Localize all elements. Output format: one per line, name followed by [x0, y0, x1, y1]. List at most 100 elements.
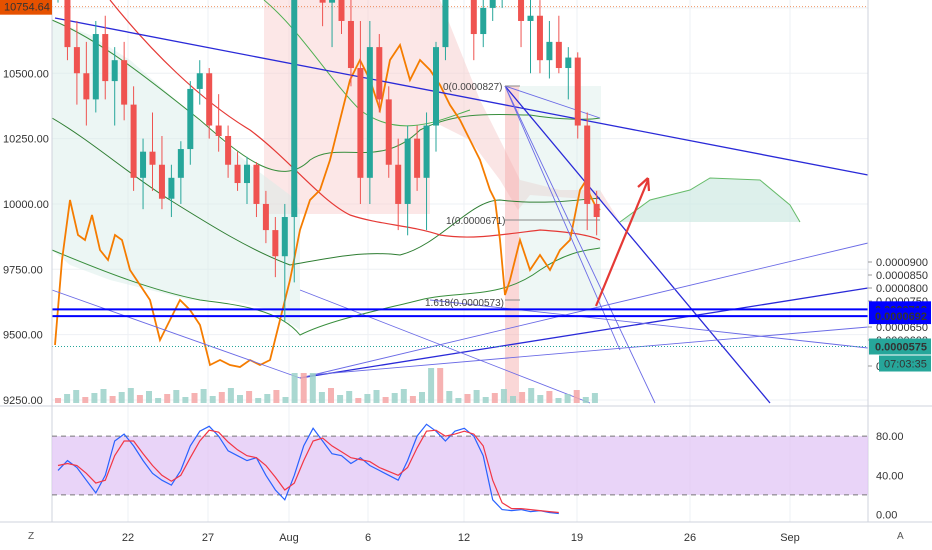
volume-bar-59 [591, 393, 598, 403]
right-tick-label-6: 0.0000900 [876, 257, 928, 269]
candle-body-46 [489, 0, 496, 8]
x-tick-label-5: 19 [571, 532, 583, 544]
volume-bar-48 [491, 393, 498, 403]
volume-bar-0 [55, 398, 61, 403]
volume-bar-29 [318, 392, 325, 403]
volume-bar-4 [91, 393, 98, 403]
candle-body-52 [546, 41, 553, 61]
candle-body-56 [584, 125, 591, 204]
volume-bar-8 [127, 388, 134, 403]
volume-bar-9 [136, 395, 143, 403]
candle-body-39 [423, 125, 430, 178]
footer-right-label[interactable]: A [897, 531, 904, 542]
x-tick-label-4: 12 [458, 532, 470, 544]
trendline-6 [299, 242, 869, 379]
candle-body-25 [291, 0, 298, 218]
candle-body-35 [385, 99, 392, 165]
projection-arrow [594, 179, 650, 307]
volume-bar-22 [255, 398, 262, 403]
trendline-4 [504, 85, 621, 351]
candle-body-11 [158, 164, 165, 199]
ratio-badge-label-2: 0.0000575 [875, 342, 927, 354]
candle-body-29 [329, 0, 336, 3]
trendline-8 [429, 299, 869, 349]
osc-tick-label-2: 80.00 [876, 431, 904, 443]
trendline-0 [54, 17, 869, 176]
volume-bar-58 [582, 397, 589, 403]
volume-bar-45 [464, 394, 471, 403]
volume-bar-10 [146, 391, 152, 403]
candle-body-44 [470, 0, 477, 35]
right-axis-bg [868, 0, 932, 550]
current-price-label: 10754.64 [4, 2, 50, 14]
candle-body-50 [527, 15, 534, 21]
candle-body-36 [395, 164, 402, 204]
ratio-line [54, 42, 601, 368]
trendline-3 [504, 85, 656, 404]
volume-bar-14 [182, 397, 189, 403]
candle-body-12 [168, 177, 175, 199]
candle-body-17 [215, 125, 222, 136]
candle-body-3 [83, 73, 90, 100]
volume-bar-39 [409, 396, 416, 403]
bollinger-fill [52, 20, 300, 330]
candle-body-53 [555, 41, 562, 69]
candle-body-30 [338, 0, 345, 21]
volume-bar-40 [419, 392, 425, 403]
volume-bar-16 [200, 389, 207, 403]
volume-bar-31 [337, 395, 344, 403]
candle-body-21 [253, 164, 260, 204]
volume-bar-32 [346, 391, 353, 403]
volume-bar-18 [218, 392, 225, 403]
volume-bar-53 [537, 395, 544, 403]
trendline-5 [51, 289, 301, 379]
candle-body-10 [149, 151, 156, 165]
candle-body-57 [593, 203, 600, 218]
candle-body-40 [433, 47, 439, 126]
footer-left-label[interactable]: Z [28, 531, 35, 542]
volume-bar-27 [300, 373, 307, 403]
volume-bar-15 [191, 393, 198, 403]
candle-body-34 [376, 47, 383, 100]
bollinger-lower [51, 247, 601, 336]
volume-bar-36 [382, 397, 389, 403]
candle-body-13 [177, 149, 184, 178]
candle-body-55 [574, 57, 581, 126]
volume-bar-21 [246, 391, 253, 403]
candle-body-6 [111, 60, 118, 82]
x-tick-label-0: 22 [122, 532, 134, 544]
countdown-badge [879, 355, 931, 372]
candle-body-19 [234, 164, 241, 184]
projection-arrow-head [637, 177, 651, 192]
candle-body-18 [225, 135, 232, 165]
left-axis-bg [0, 0, 52, 403]
candle-body-54 [565, 57, 572, 69]
candle-body-9 [140, 151, 147, 178]
candle-body-16 [206, 73, 213, 126]
trendline-1 [299, 287, 869, 379]
left-tick-label-3: 10000.00 [3, 199, 49, 211]
ratio-badge-label-1: 0.0000692 [875, 311, 927, 323]
left-tick-label-5: 10500.00 [3, 68, 49, 80]
volume-bar-41 [428, 368, 435, 403]
volume-bar-26 [291, 373, 298, 403]
volume-bar-24 [273, 390, 280, 403]
x-tick-label-7: Sep [780, 532, 800, 544]
candle-body-45 [480, 7, 487, 35]
volume-bar-35 [373, 390, 380, 403]
trendline-7 [309, 326, 869, 376]
candle-body-23 [272, 230, 279, 257]
left-tick-label-2: 9750.00 [3, 264, 43, 276]
candle-body-14 [187, 88, 194, 150]
volume-bar-25 [282, 397, 289, 403]
candle-body-38 [414, 138, 421, 178]
volume-bar-30 [328, 388, 334, 403]
fib-label-1: 1(0.0000671) [446, 216, 506, 227]
left-tick-label-1: 9500.00 [3, 330, 43, 342]
volume-bar-17 [209, 396, 216, 403]
candle-body-15 [196, 73, 203, 89]
fib-label-1618: 1.618(0.0000573) [425, 298, 504, 309]
volume-bar-1 [64, 394, 71, 403]
volume-bar-56 [564, 394, 571, 403]
